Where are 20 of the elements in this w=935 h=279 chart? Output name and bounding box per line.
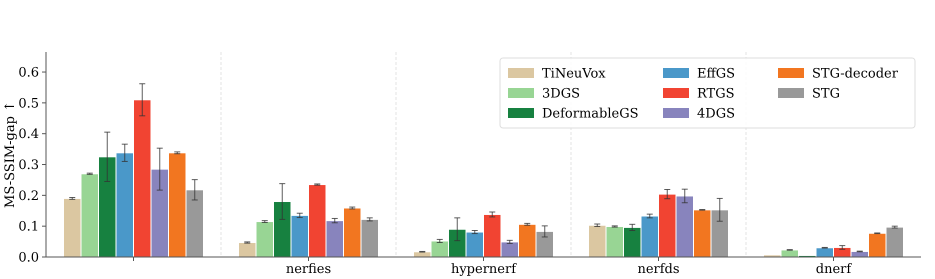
legend-label: STG-decoder (812, 66, 899, 82)
y-tick-label: 0.3 (18, 158, 39, 174)
x-tick-label: dnerf (816, 262, 852, 277)
y-tick-label: 0.0 (18, 250, 39, 266)
y-tick-label: 0.1 (18, 220, 39, 235)
y-tick-label: 0.4 (18, 127, 39, 142)
y-tick-label: 0.6 (18, 66, 39, 81)
legend-label: EffGS (697, 66, 736, 82)
legend-label: TiNeuVox (542, 66, 606, 82)
legend-label: RTGS (697, 86, 735, 102)
y-tick-label: 0.2 (18, 188, 39, 204)
legend-label: 4DGS (697, 106, 735, 122)
legend-label: 3DGS (542, 86, 580, 102)
y-axis-title: MS-SSIM-gap ↑ (3, 101, 18, 208)
x-tick-label: nerfds (637, 262, 680, 277)
y-tick-label: 0.5 (18, 96, 39, 112)
x-tick-label: hypernerf (450, 262, 518, 277)
legend-label: STG (812, 86, 840, 102)
x-tick-label: nerfies (286, 262, 332, 277)
legend-label: DeformableGS (542, 106, 639, 122)
